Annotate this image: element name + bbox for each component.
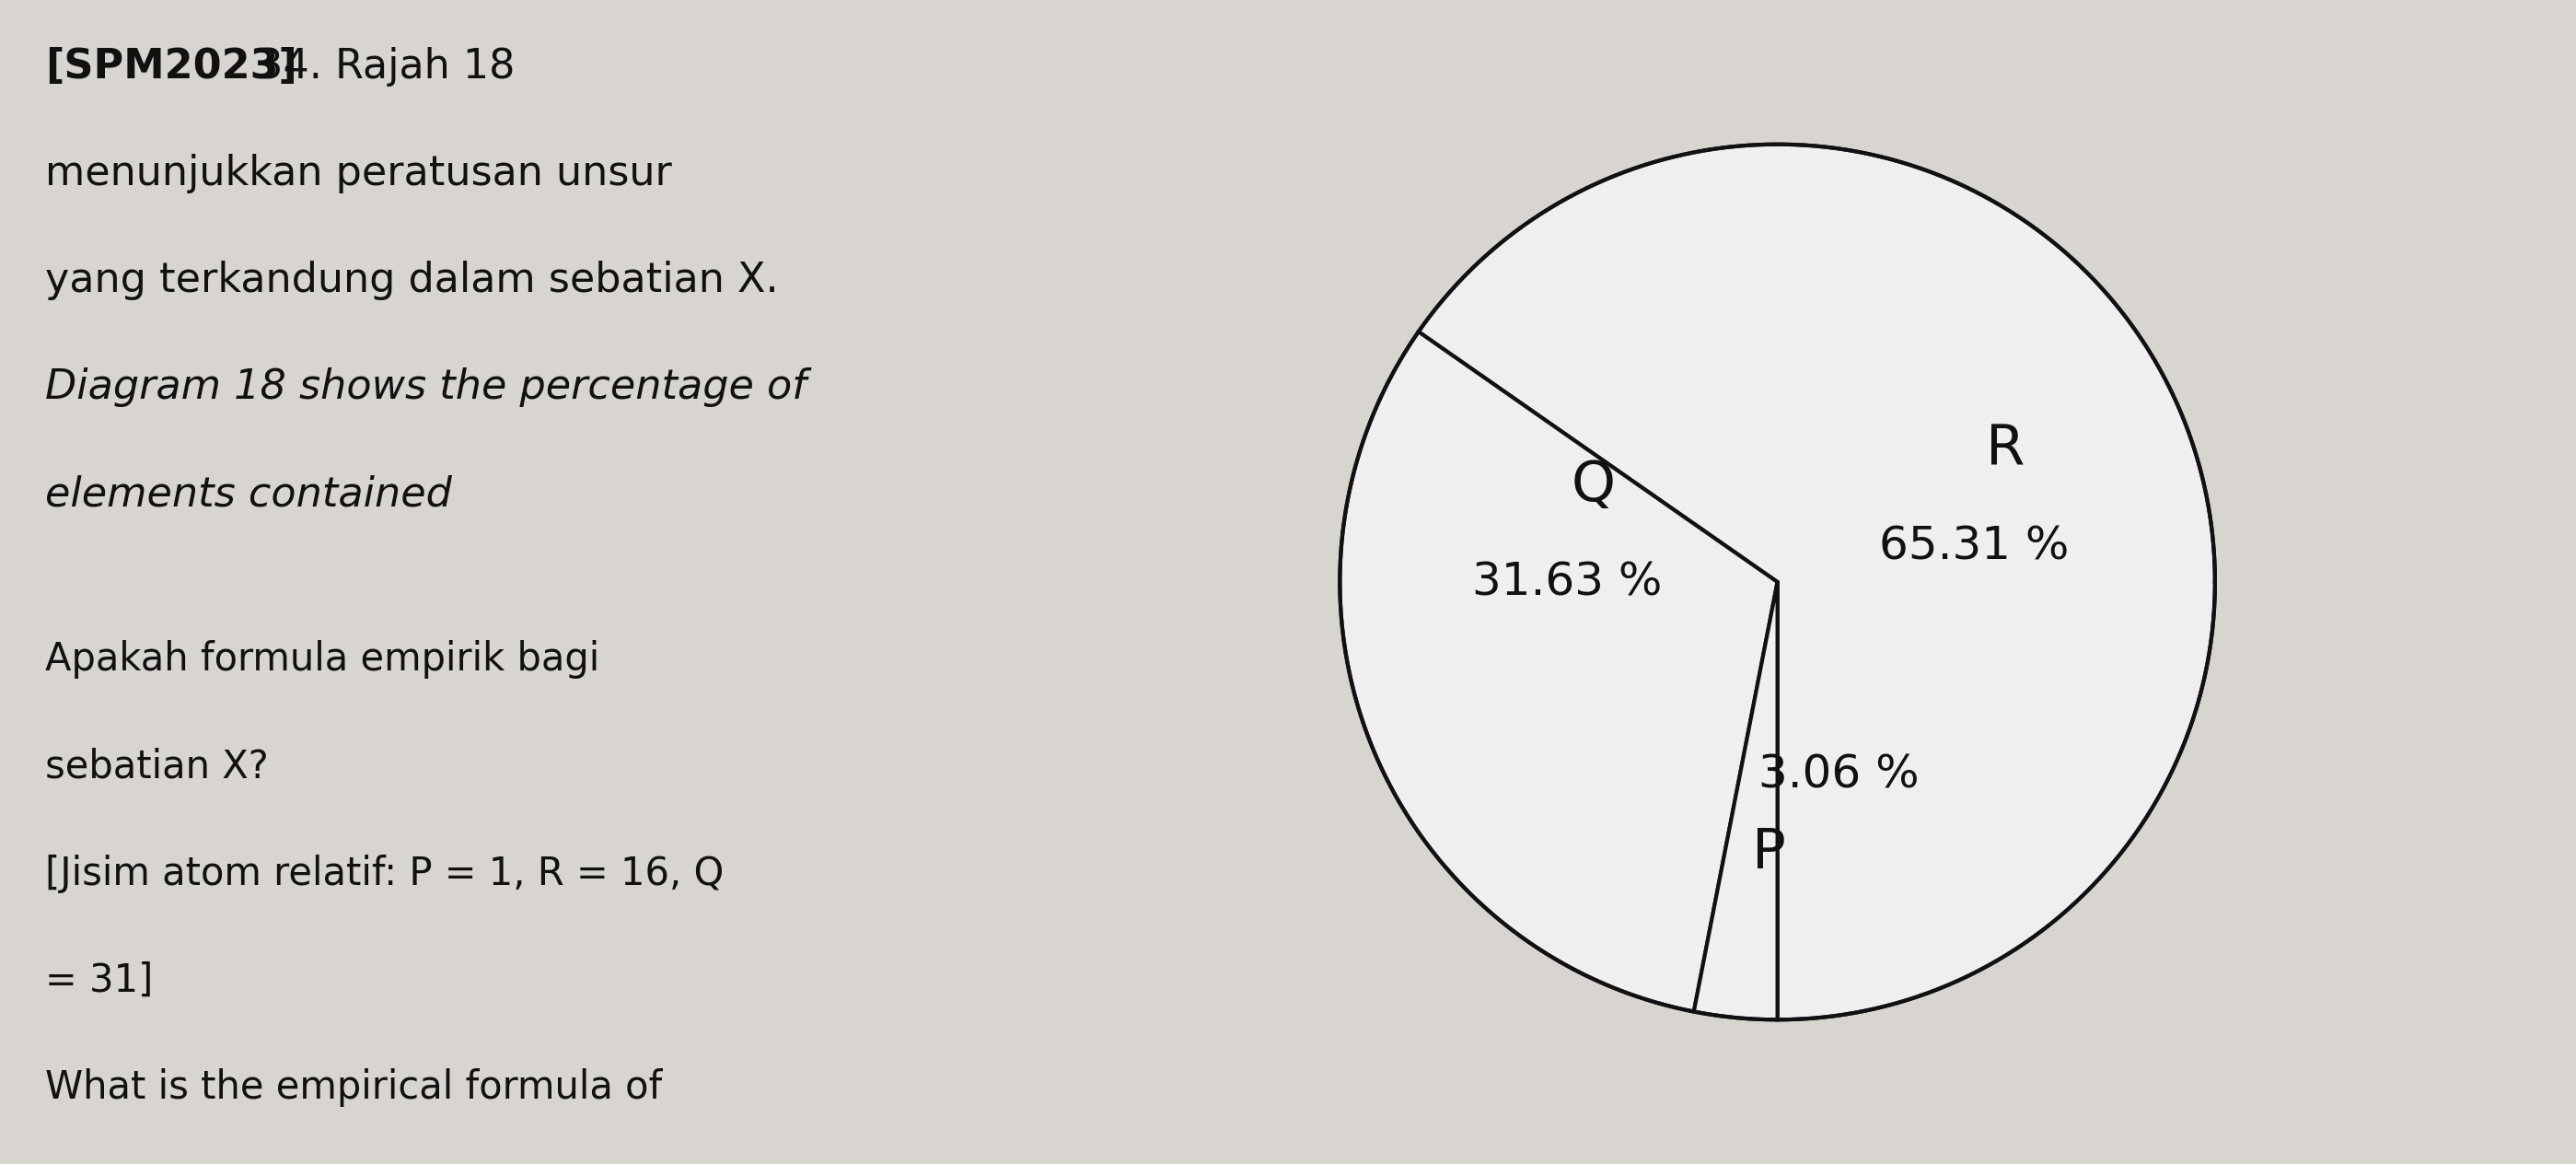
Text: Apakah formula empirik bagi: Apakah formula empirik bagi [46,640,600,679]
Polygon shape [1340,332,1777,1012]
Text: 34. Rajah 18: 34. Rajah 18 [245,47,515,86]
Text: 65.31 %: 65.31 % [1880,525,2069,569]
Text: Diagram 18 shows the percentage of: Diagram 18 shows the percentage of [46,368,806,407]
Text: Q: Q [1571,459,1615,513]
Text: sebatian X?: sebatian X? [46,747,268,786]
Text: yang terkandung dalam sebatian X.: yang terkandung dalam sebatian X. [46,261,778,300]
Text: menunjukkan peratusan unsur: menunjukkan peratusan unsur [46,154,672,193]
Text: elements contained: elements contained [46,475,453,514]
Polygon shape [1419,144,2215,1020]
Text: [Jisim atom relatif: P = 1, R = 16, Q: [Jisim atom relatif: P = 1, R = 16, Q [46,854,724,893]
Text: What is the empirical formula of: What is the empirical formula of [46,1069,662,1107]
Text: R: R [1986,424,2025,478]
Text: P: P [1752,826,1785,880]
Text: [SPM2023]: [SPM2023] [46,47,296,86]
Text: 3.06 %: 3.06 % [1759,752,1919,796]
Polygon shape [1695,582,1777,1020]
Text: = 31]: = 31] [46,961,155,1000]
Text: 31.63 %: 31.63 % [1473,560,1662,604]
